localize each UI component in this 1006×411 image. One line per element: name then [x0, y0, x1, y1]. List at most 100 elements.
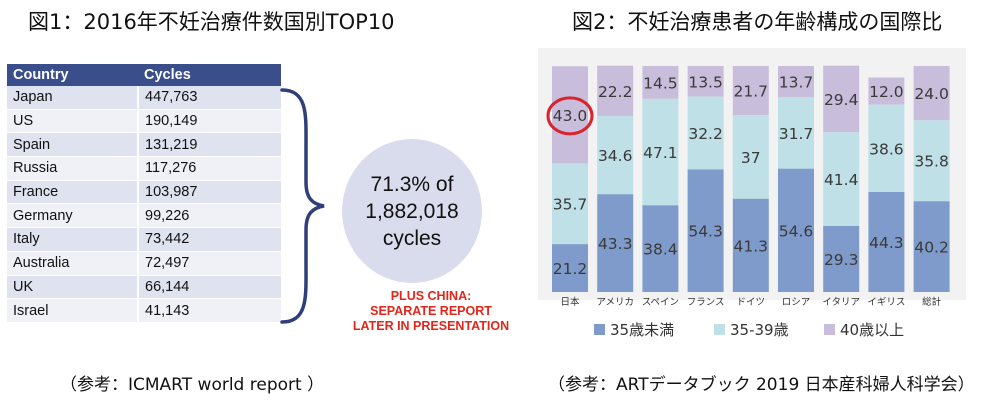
category-label: ドイツ	[737, 297, 766, 308]
legend-label: 35歳未満	[610, 321, 674, 339]
bar-segment	[868, 77, 905, 105]
table-row: Italy 73,442	[7, 227, 281, 252]
category-label: スペイン	[642, 297, 679, 308]
bar-segment	[642, 66, 679, 99]
column-header-country: Country	[7, 64, 138, 86]
bar-segment	[913, 120, 950, 202]
bar-value-label: 12.0	[869, 83, 904, 101]
summary-bubble: 71.3% of 1,882,018 cycles	[342, 139, 482, 283]
bar-segment	[642, 98, 679, 206]
category-label: イタリア	[822, 297, 860, 308]
china-note: PLUS CHINA: SEPARATE REPORT LATER IN PRE…	[336, 289, 526, 334]
cell-cycles: 131,219	[138, 132, 281, 158]
cell-country: US	[7, 109, 139, 134]
bar-value-label: 47.1	[643, 144, 678, 162]
cell-country: Germany	[7, 203, 139, 229]
bar-value-label: 41.3	[734, 237, 769, 255]
cell-country: France	[7, 180, 139, 205]
bar-segment	[868, 191, 905, 292]
bar-segment	[732, 66, 769, 116]
bar-value-label: 21.2	[553, 260, 588, 278]
bar-segment	[778, 96, 814, 169]
cell-cycles: 103,987	[138, 180, 281, 205]
bar-segment	[687, 169, 724, 292]
legend-label: 35-39歳	[730, 321, 789, 339]
bar-value-label: 43.0	[553, 107, 588, 125]
bubble-line-total: 1,882,018	[365, 199, 459, 223]
bar-segment	[687, 66, 724, 97]
cell-country: Italy	[7, 227, 139, 252]
table-row: US 190,149	[7, 109, 281, 134]
bar-value-label: 37	[741, 149, 761, 167]
bar-segment	[823, 225, 860, 292]
bar-value-label: 54.6	[779, 222, 814, 240]
bar-value-label: 14.5	[643, 74, 678, 92]
bar-segment	[552, 244, 588, 292]
bar-value-label: 21.7	[734, 83, 769, 101]
cell-cycles: 41,143	[138, 298, 281, 323]
cell-country: Australia	[7, 251, 139, 276]
bar-value-label: 38.6	[869, 140, 904, 158]
bar-segment	[778, 66, 814, 97]
bar-value-label: 13.5	[688, 73, 723, 91]
bar-segment	[913, 201, 950, 292]
highlight-circle	[546, 96, 594, 136]
bar-segment	[642, 205, 679, 292]
cell-country: UK	[7, 275, 139, 300]
table-header-row: Country Cycles	[7, 64, 281, 86]
bar-value-label: 34.6	[598, 147, 633, 165]
table-row: Spain 131,219	[7, 132, 281, 158]
bar-value-label: 35.7	[553, 196, 588, 214]
cell-cycles: 72,497	[138, 251, 281, 276]
bar-segment	[552, 66, 588, 164]
bubble-line-unit: cycles	[382, 226, 442, 250]
cell-country: Israel	[7, 298, 139, 323]
column-header-cycles: Cycles	[138, 64, 281, 86]
brace-icon	[280, 88, 325, 324]
legend-label: 40歳以上	[840, 321, 904, 339]
bar-segment	[823, 65, 860, 133]
cell-cycles: 190,149	[138, 109, 281, 134]
figure1-title: 図1：2016年不妊治療件数国別TOP10	[28, 10, 395, 34]
table-row: Russia 117,276	[7, 156, 281, 181]
bar-value-label: 43.3	[598, 235, 633, 253]
table-row: Japan 447,763	[7, 86, 281, 110]
note-line-3: LATER IN PRESENTATION	[352, 319, 510, 333]
bar-segment	[778, 168, 814, 292]
cell-cycles: 117,276	[138, 156, 281, 181]
table-row: France 103,987	[7, 180, 281, 205]
cell-cycles: 66,144	[138, 275, 281, 300]
bar-segment	[823, 132, 860, 226]
bar-value-label: 13.7	[779, 73, 814, 91]
bar-value-label: 32.2	[688, 125, 723, 143]
table-body: Japan 447,763 US 190,149 Spain 131,219 Russia 1…	[7, 86, 281, 323]
category-label: アメリカ	[596, 297, 634, 308]
cell-country: Japan	[7, 86, 139, 110]
bar-value-label: 44.3	[869, 234, 904, 252]
bar-value-label: 22.2	[598, 83, 633, 101]
table-row: Germany 99,226	[7, 203, 281, 229]
figure1-caption: （参考：ICMART world report ）	[60, 375, 325, 395]
category-label: 日本	[560, 296, 580, 308]
bar-value-label: 31.7	[779, 125, 814, 143]
category-label: 総計	[922, 296, 942, 308]
bubble-line-percent: 71.3% of	[370, 172, 454, 196]
cell-country: Russia	[7, 156, 139, 181]
bar-segment	[597, 115, 634, 195]
bar-value-label: 35.8	[914, 153, 949, 171]
bar-value-label: 29.4	[824, 91, 859, 109]
legend-swatch	[824, 324, 835, 335]
cell-cycles: 447,763	[138, 86, 281, 110]
table-row: UK 66,144	[7, 275, 281, 300]
note-line-2: SEPARATE REPORT	[370, 304, 492, 318]
bar-segment	[913, 66, 950, 121]
bar-segment	[732, 115, 769, 199]
bar-value-label: 40.2	[914, 239, 949, 257]
bar-value-label: 29.3	[824, 251, 859, 269]
category-label: ロシア	[782, 297, 811, 308]
cell-cycles: 73,442	[138, 227, 281, 252]
bar-segment	[597, 65, 634, 116]
cycles-table: Country Cycles Japan 447,763 US 190,149 Spai…	[7, 64, 281, 323]
cell-cycles: 99,226	[138, 203, 281, 229]
bar-segment	[597, 194, 634, 292]
